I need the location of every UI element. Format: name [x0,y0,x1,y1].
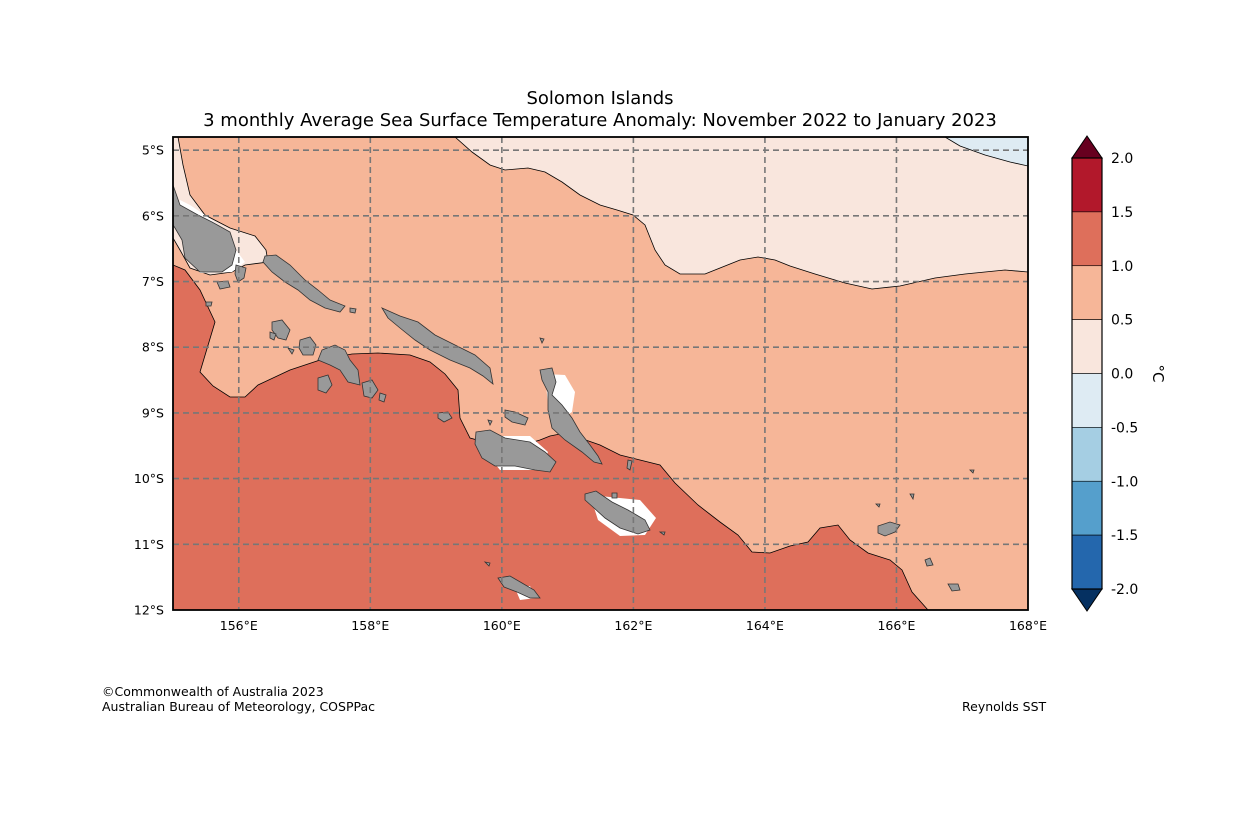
lat-tick-label: 12°S [134,603,164,618]
colorbar-segment [1071,480,1103,536]
colorbar: 2.0 1.5 1.0 0.5 0.0 -0.5 -1.0 -1.5 -2.0 °C [1071,135,1167,612]
colorbar-segment [1071,373,1103,428]
agency-text: Australian Bureau of Meteorology, COSPPa… [102,699,375,714]
lat-tick-label: 8°S [142,340,164,355]
santa-isabel-island [539,367,603,465]
small-islet-7 [483,561,491,567]
lon-tick-label: 156°E [220,618,258,633]
small-islet-2 [287,347,295,355]
map-subtitle: 3 monthly Average Sea Surface Temperatur… [203,110,997,131]
lat-tick-label: 11°S [134,537,164,552]
lon-tick-label: 166°E [877,618,915,633]
lon-axis: 156°E 158°E 160°E 162°E 164°E 166°E 168°E [220,618,1047,633]
makira-island [497,575,541,599]
new-georgia-island [317,344,361,386]
small-islet-10 [875,503,881,508]
colorbar-tick-label: -0.5 [1111,420,1138,436]
colorbar-segment [1071,534,1103,590]
map-frame [172,136,1029,611]
lat-tick-label: 9°S [142,405,164,420]
colorbar-tick-label: -2.0 [1111,582,1138,598]
islands [173,184,975,599]
lon-tick-label: 162°E [614,618,652,633]
colorbar-segment [1071,265,1103,320]
lon-tick-label: 164°E [746,618,784,633]
lon-tick-label: 168°E [1009,618,1047,633]
colorbar-tick-label: 0.0 [1111,367,1133,383]
new-britain-island [173,184,237,273]
choiseul-island [381,307,494,385]
small-islet-3 [349,307,357,314]
colorbar-tick-label: 0.5 [1111,313,1133,329]
lat-axis: 5°S 6°S 7°S 8°S 9°S 10°S 11°S 12°S [134,143,164,618]
colorbar-segment [1071,211,1103,267]
map-area [173,137,1028,610]
copyright-text: ©Commonwealth of Australia 2023 [102,684,324,699]
utupua-island [924,557,934,567]
lat-tick-label: 6°S [142,208,164,223]
colorbar-tick-label: -1.0 [1111,474,1138,490]
savo-island [487,419,493,426]
lat-tick-label: 7°S [142,274,164,289]
colorbar-tick-label: 1.5 [1111,205,1133,221]
colorbar-unit-label: °C [1149,365,1167,383]
malaita-island [584,490,651,535]
colorbar-frame [1071,157,1103,590]
colorbar-segment [1071,319,1103,374]
florida-islands [504,409,529,426]
colorbar-over-arrow [1071,135,1103,159]
small-islet-6 [626,459,633,471]
ulawa-island [611,492,618,499]
colorbar-segment [1071,157,1103,213]
rendova-island [317,374,333,394]
duff-island [909,493,915,501]
lon-tick-label: 158°E [351,618,389,633]
map-title: Solomon Islands [526,88,674,109]
santa-cruz-island [877,521,901,537]
gatukai-island [378,392,387,403]
small-islet-9 [969,469,975,474]
colorbar-under-arrow [1071,588,1103,612]
small-islet-1 [269,331,277,341]
small-islet-4 [205,301,213,307]
bougainville-island [262,254,346,313]
data-source-text: Reynolds SST [962,699,1047,714]
colorbar-tick-label: 1.0 [1111,259,1133,275]
small-islet-8 [658,531,666,536]
buka-island [234,264,247,283]
sst-anomaly-0-0.5-northeast [454,137,1028,290]
lat-tick-label: 5°S [142,143,164,158]
guadalcanal-island [474,429,557,473]
vanikoro-island [947,583,961,592]
lat-tick-label: 10°S [134,471,164,486]
vella-lavella-island [271,319,291,341]
graticule [173,137,1028,610]
small-islet-5 [539,337,545,344]
sst-anomaly-negative [944,137,1028,167]
colorbar-segment [1071,427,1103,482]
lon-tick-label: 160°E [483,618,521,633]
colorbar-tick-label: 2.0 [1111,151,1133,167]
colorbar-tick-label: -1.5 [1111,528,1138,544]
